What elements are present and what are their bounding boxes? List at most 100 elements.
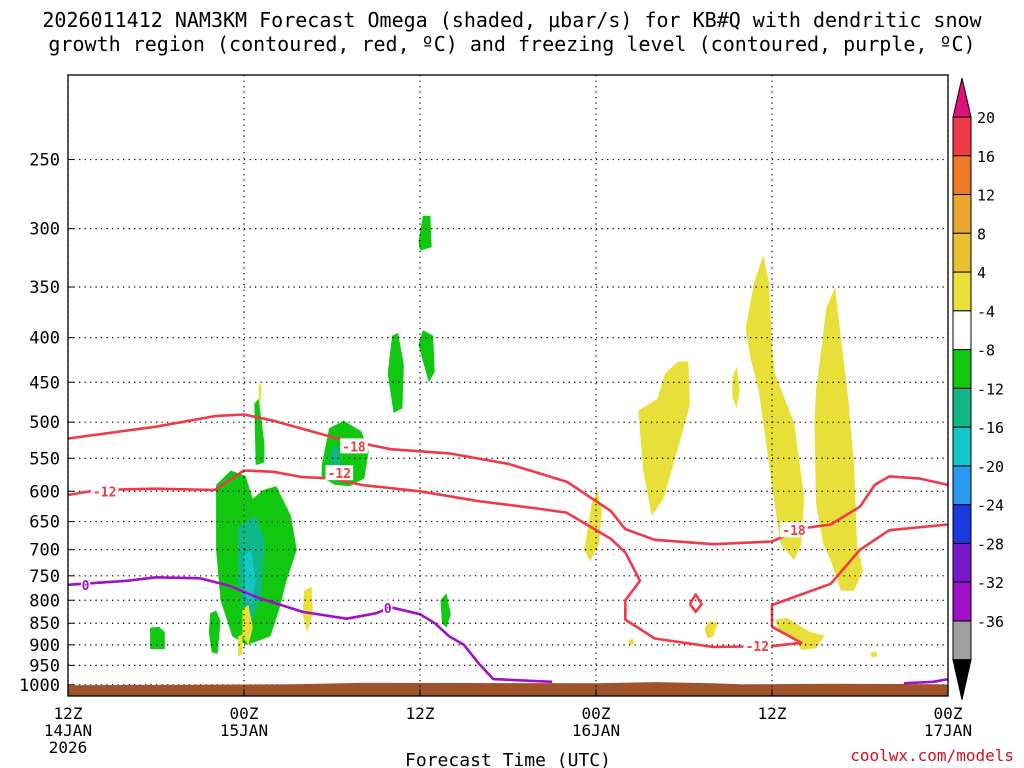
x-tick-label-0-0: 12Z: [54, 704, 83, 723]
freezing-level-contour-right: [903, 677, 949, 685]
dgz-contour-label-0: -12: [93, 485, 116, 500]
dgz-contour-label-2-bg: [325, 465, 354, 481]
site-credit: coolwx.com/models: [850, 746, 1014, 765]
colorbar-swatch-8: [952, 426, 972, 467]
y-tick-label-550: 550: [29, 449, 60, 469]
x-tick-label-3-0: 00Z: [582, 704, 611, 723]
colorbar-label-10: -24: [977, 497, 1004, 515]
x-tick-label-1-0: 00Z: [230, 704, 259, 723]
colorbar-swatch-7: [952, 387, 972, 428]
colorbar-label-13: -36: [977, 613, 1004, 631]
dgz-contour-label-4: -12: [746, 640, 769, 655]
y-tick-label-1000: 1000: [19, 676, 60, 696]
chart-title-line-2: growth region (contoured, red, ºC) and f…: [48, 32, 976, 56]
x-tick-label-4-0: 12Z: [758, 704, 787, 723]
freezing-contour-label-1-bg: [383, 600, 393, 616]
x-tick-label-2-0: 12Z: [406, 704, 435, 723]
chart-title-line-1: 2026011412 NAM3KM Forecast Omega (shaded…: [42, 8, 982, 32]
terrain-layer: [68, 682, 948, 696]
plot-frame: [67, 74, 949, 697]
y-tick-label-800: 800: [29, 591, 60, 611]
pressure-gridlines: [68, 158, 948, 686]
colorbar-swatch-10: [952, 504, 972, 544]
y-tick-label-700: 700: [29, 541, 60, 561]
dgz-contour-loop: [688, 593, 703, 614]
y-tick-label-300: 300: [29, 220, 60, 240]
colorbar-swatch-9: [952, 465, 972, 506]
dgz-contour-label-4-bg: [743, 638, 772, 654]
colorbar-bottom-triangle: [952, 659, 972, 700]
omega-region-3: [254, 398, 265, 466]
x-tick-label-0-2: 2026: [49, 738, 88, 757]
dgz-contour-lower: [67, 469, 949, 649]
y-tick-label-250: 250: [29, 151, 60, 171]
x-tick-label-3-1: 16JAN: [572, 721, 620, 740]
colorbar-label-11: -28: [977, 535, 1004, 553]
dgz-contour-label-3: -18: [782, 524, 806, 539]
omega-region-20: [814, 287, 863, 591]
colorbar-label-3: 8: [977, 225, 986, 243]
omega-region-5: [387, 332, 404, 413]
pressure-axis-labels: 2503003504004505005506006507007508008509…: [19, 151, 60, 696]
colorbar-label-2: 12: [977, 187, 995, 205]
freezing-contour-label-0-bg: [81, 576, 91, 592]
y-tick-label-950: 950: [29, 656, 60, 676]
dgz-contour-label-1: -18: [342, 440, 366, 455]
dgz-contour-upper: [67, 413, 949, 546]
x-axis-title: Forecast Time (UTC): [405, 750, 611, 768]
omega-region-11: [244, 549, 256, 605]
omega-region-1: [208, 610, 221, 654]
terrain: [68, 682, 948, 696]
colorbar-top-triangle: [952, 77, 972, 118]
omega-region-6: [418, 215, 432, 251]
omega-region-14: [302, 586, 313, 632]
dgz-contour-label-1-bg: [340, 438, 368, 454]
freezing-contour-label-0: 0: [82, 579, 90, 594]
omega-region-18: [732, 366, 740, 409]
omega-region-12: [258, 382, 262, 407]
colorbar-swatch-4: [952, 271, 972, 312]
y-tick-label-400: 400: [29, 329, 60, 349]
omega-region-21: [774, 617, 825, 650]
omega-region-23: [628, 638, 635, 645]
colorbar-swatch-3: [952, 232, 972, 273]
colorbar-label-0: 20: [977, 109, 995, 127]
omega-region-7: [418, 330, 435, 383]
omega-region-15: [584, 491, 602, 562]
freezing-level-contour: [67, 575, 553, 684]
omega-region-17: [704, 621, 718, 639]
x-tick-label-0-1: 14JAN: [44, 721, 92, 740]
colorbar-label-1: 16: [977, 148, 995, 166]
colorbar-swatch-11: [952, 542, 972, 583]
colorbar-label-7: -12: [977, 380, 1004, 398]
colorbar-label-5: -4: [977, 303, 995, 321]
colorbar-swatch-0: [952, 116, 972, 157]
y-tick-label-500: 500: [29, 413, 60, 433]
dgz-contour-label-3-bg: [780, 522, 808, 538]
colorbar-swatch-12: [952, 581, 972, 622]
omega-region-19: [745, 255, 805, 561]
omega-region-8: [440, 593, 451, 628]
x-tick-label-1-1: 15JAN: [220, 721, 268, 740]
colorbar-swatch-13: [952, 620, 972, 661]
colorbar-label-8: -16: [977, 419, 1004, 437]
dgz-contour-label-2: -12: [328, 467, 351, 482]
omega-region-0: [150, 626, 165, 650]
omega-colorbar: 20 16 12 8 4 -4 -8 -12 -16 -20 -24 -28 -32 -36: [952, 77, 1004, 700]
y-tick-label-650: 650: [29, 513, 60, 533]
y-tick-label-350: 350: [29, 278, 60, 298]
freezing-contour-label-1: 0: [384, 602, 392, 617]
y-tick-label-750: 750: [29, 567, 60, 587]
omega-shading-layer: [150, 215, 878, 658]
y-tick-label-600: 600: [29, 482, 60, 502]
omega-region-16: [638, 361, 690, 516]
x-tick-label-5-1: 17JAN: [924, 721, 972, 740]
omega-region-24: [238, 634, 243, 658]
colorbar-swatch-2: [952, 194, 972, 234]
omega-region-22: [870, 651, 878, 658]
contour-layer: -12 -18 -12 -18 -12 0 0: [67, 413, 949, 685]
colorbar-label-4: 4: [977, 264, 986, 282]
colorbar-label-9: -20: [977, 458, 1004, 476]
